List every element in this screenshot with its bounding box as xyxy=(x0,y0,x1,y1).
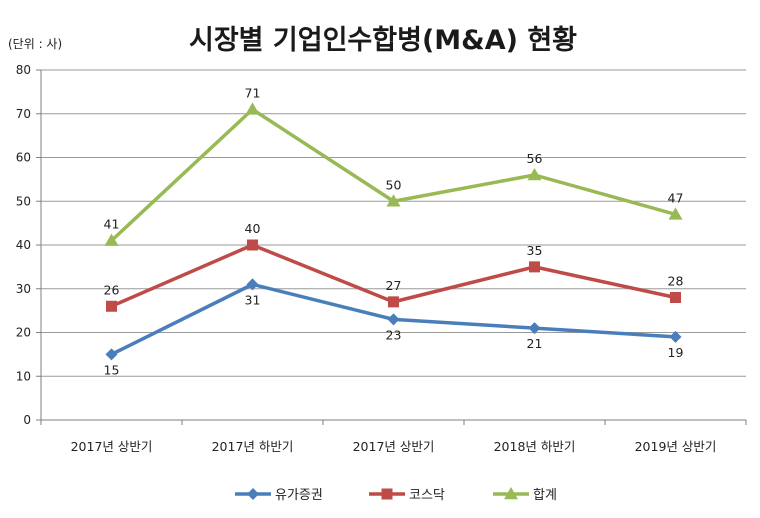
legend-label: 합계 xyxy=(533,488,557,503)
data-point xyxy=(386,194,401,207)
chart-title: 시장별 기업인수합병(M&A) 현황 xyxy=(189,25,577,56)
y-tick-label: 40 xyxy=(16,238,31,252)
series-2 xyxy=(106,239,681,312)
data-labels: 15 31 23 21 19 26 40 27 35 28 41 71 50 56 47 xyxy=(104,85,684,377)
series-1 xyxy=(105,278,682,361)
data-label: 15 xyxy=(104,362,120,377)
series-3 xyxy=(104,102,683,246)
data-label: 41 xyxy=(104,217,120,232)
y-tick-label: 60 xyxy=(16,151,31,165)
legend-marker xyxy=(504,487,518,500)
data-label: 27 xyxy=(386,278,402,293)
data-label: 21 xyxy=(527,336,543,351)
y-tick-label: 20 xyxy=(16,326,31,340)
data-point xyxy=(528,322,541,335)
x-axis-categories: 2017년 상반기 2017년 하반기 2017년 상반기 2018년 하반기 2019… xyxy=(71,439,717,454)
x-category-label: 2018년 하반기 xyxy=(494,439,576,454)
data-point xyxy=(104,233,119,246)
legend-marker xyxy=(381,488,393,500)
data-point xyxy=(529,261,540,273)
data-label: 19 xyxy=(668,345,684,360)
legend-label: 코스닥 xyxy=(409,488,445,503)
data-point xyxy=(105,348,118,361)
series xyxy=(104,102,683,361)
x-category-label: 2017년 상반기 xyxy=(353,439,435,454)
data-label: 40 xyxy=(245,221,261,236)
legend-item: 유가증권 xyxy=(235,488,323,503)
data-point xyxy=(245,102,260,115)
legend-item: 코스닥 xyxy=(369,488,445,503)
data-label: 50 xyxy=(386,177,402,192)
y-tick-label: 70 xyxy=(16,107,31,121)
data-label: 28 xyxy=(668,274,684,289)
series-line xyxy=(110,107,676,242)
data-point xyxy=(247,239,258,251)
data-point xyxy=(668,207,683,220)
data-point xyxy=(106,300,117,312)
y-tick-label: 30 xyxy=(16,282,31,296)
x-category-label: 2017년 상반기 xyxy=(71,439,153,454)
legend-label: 유가증권 xyxy=(275,488,323,503)
data-point xyxy=(388,296,399,308)
legend: 유가증권 코스닥 합계 xyxy=(235,487,557,503)
data-point xyxy=(387,313,400,326)
data-label: 31 xyxy=(245,292,261,307)
data-point xyxy=(669,330,682,343)
data-label: 35 xyxy=(527,243,543,258)
data-point xyxy=(246,278,259,291)
unit-label: (단위 : 사) xyxy=(8,37,62,51)
data-point xyxy=(670,292,681,303)
y-axis-ticks: 0 10 20 30 40 50 60 70 80 xyxy=(16,63,31,427)
x-category-label: 2017년 하반기 xyxy=(212,439,294,454)
data-label: 26 xyxy=(104,282,120,297)
data-label: 47 xyxy=(668,190,684,205)
data-label: 56 xyxy=(527,151,543,166)
axes xyxy=(36,69,747,425)
y-tick-label: 0 xyxy=(23,413,31,427)
legend-marker xyxy=(247,488,259,500)
y-tick-label: 80 xyxy=(16,63,31,77)
data-label: 23 xyxy=(386,327,402,342)
y-tick-label: 50 xyxy=(16,194,31,208)
x-category-label: 2019년 상반기 xyxy=(635,439,717,454)
data-label: 71 xyxy=(245,85,261,100)
y-tick-label: 10 xyxy=(16,369,31,383)
data-point xyxy=(527,168,542,181)
legend-item: 합계 xyxy=(493,487,557,503)
